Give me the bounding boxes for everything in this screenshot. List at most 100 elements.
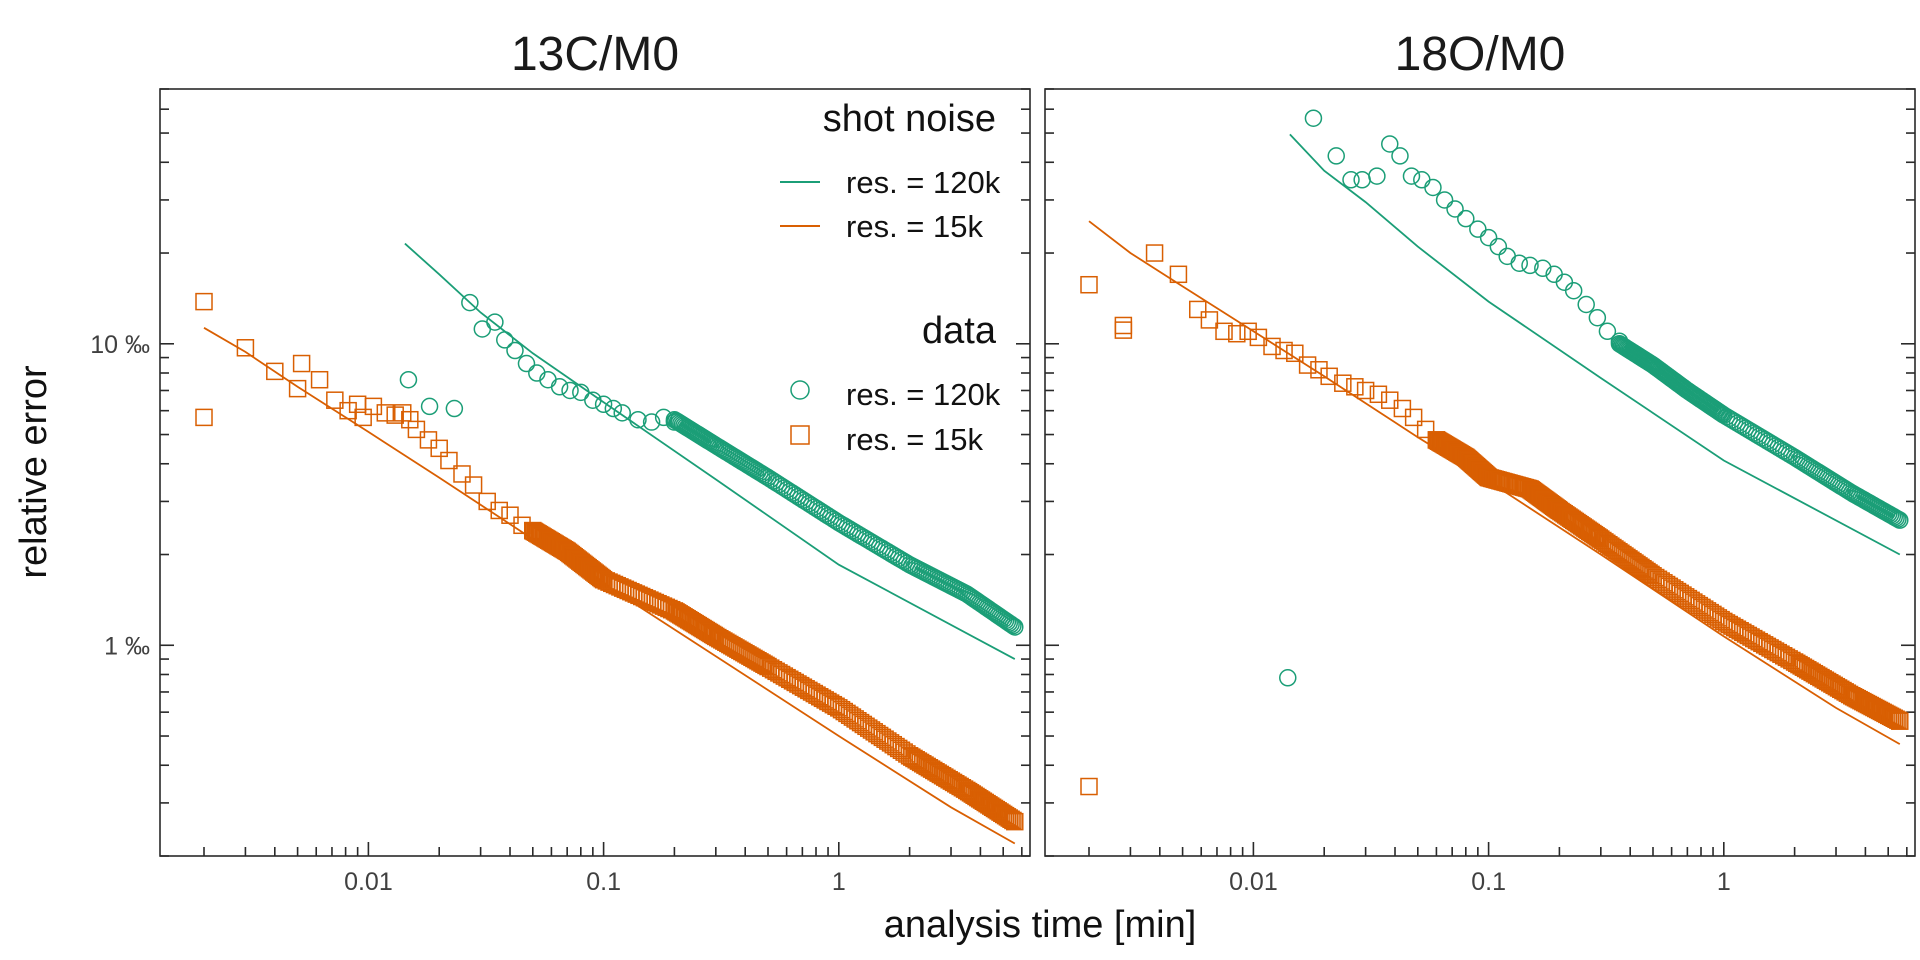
shot-noise-line bbox=[404, 242, 1016, 660]
data-point bbox=[1577, 295, 1595, 314]
y-tick-label: 1 ‰ bbox=[104, 632, 150, 660]
data-point bbox=[1381, 135, 1399, 153]
data-point bbox=[1002, 810, 1020, 828]
data-point bbox=[420, 397, 439, 416]
data-point bbox=[1342, 171, 1360, 189]
data-point bbox=[1885, 709, 1903, 728]
data-point bbox=[1002, 615, 1020, 634]
data-point bbox=[453, 465, 471, 483]
data-point bbox=[501, 506, 519, 524]
data-point bbox=[440, 451, 458, 470]
data-point bbox=[1478, 468, 1497, 486]
data-point bbox=[288, 379, 307, 398]
data-point bbox=[1320, 367, 1338, 386]
legend-label: res. = 120k bbox=[846, 165, 1001, 200]
data-point bbox=[838, 518, 856, 537]
legend-title: data bbox=[922, 310, 997, 352]
legend-circle-swatch bbox=[790, 380, 810, 400]
data-point bbox=[1004, 616, 1022, 635]
data-point bbox=[1391, 147, 1409, 165]
data-point bbox=[1564, 281, 1583, 300]
data-point bbox=[236, 339, 255, 357]
data-point bbox=[1263, 337, 1281, 356]
legend-square-swatch bbox=[790, 425, 810, 445]
data-point bbox=[1114, 321, 1133, 339]
data-point bbox=[876, 541, 894, 559]
data-point bbox=[835, 517, 853, 535]
data-point bbox=[1534, 259, 1552, 278]
data-point bbox=[1353, 171, 1371, 189]
data-point bbox=[1510, 254, 1529, 272]
data-point bbox=[1080, 275, 1098, 294]
y-tick-label: 10 ‰ bbox=[90, 331, 150, 359]
data-point bbox=[884, 546, 903, 564]
legend-group-2: data res. = 120k res. = 15k bbox=[790, 310, 1001, 457]
data-point bbox=[1000, 614, 1018, 632]
data-point bbox=[854, 528, 873, 546]
data-point bbox=[1275, 341, 1293, 360]
data-point bbox=[1286, 344, 1304, 363]
data-point bbox=[1457, 209, 1475, 228]
legend: shot noise res. = 120k res. = 15k data res. … bbox=[780, 98, 1001, 457]
data-point bbox=[506, 341, 524, 360]
data-point bbox=[266, 362, 284, 381]
data-point bbox=[604, 399, 623, 418]
data-point bbox=[376, 404, 395, 422]
data-point bbox=[517, 354, 536, 373]
shot-noise-line bbox=[1289, 133, 1901, 556]
legend-label: res. = 15k bbox=[846, 422, 983, 457]
data-point bbox=[1346, 378, 1364, 396]
data-point bbox=[1393, 399, 1412, 418]
data-point bbox=[1469, 220, 1487, 238]
data-point bbox=[1887, 710, 1905, 728]
data-point bbox=[851, 526, 870, 545]
data-point bbox=[1334, 374, 1352, 392]
data-point bbox=[464, 476, 483, 494]
data-point bbox=[1006, 618, 1024, 636]
data-point bbox=[1416, 420, 1435, 439]
data-point bbox=[326, 391, 344, 409]
series-square-15k bbox=[195, 292, 1024, 831]
data-point bbox=[1249, 328, 1268, 347]
data-point bbox=[1435, 191, 1454, 209]
data-point bbox=[843, 522, 862, 540]
data-point bbox=[394, 404, 412, 422]
data-point bbox=[1413, 171, 1431, 189]
data-point bbox=[1889, 711, 1907, 729]
data-point bbox=[1310, 361, 1328, 379]
data-point bbox=[1368, 167, 1386, 185]
legend-title: shot noise bbox=[823, 98, 996, 140]
plot-frame bbox=[1044, 88, 1916, 857]
data-point bbox=[1189, 300, 1207, 319]
data-point bbox=[593, 569, 611, 588]
data-point bbox=[1114, 316, 1133, 335]
data-point bbox=[870, 538, 889, 556]
y-axis-title: relative error bbox=[13, 365, 55, 579]
data-point bbox=[195, 292, 213, 311]
data-point bbox=[461, 293, 479, 312]
data-point bbox=[1369, 385, 1388, 404]
data-point bbox=[1404, 408, 1423, 427]
data-point bbox=[1004, 811, 1022, 830]
data-point bbox=[1891, 511, 1909, 529]
data-point bbox=[889, 549, 908, 568]
data-point bbox=[1304, 109, 1323, 127]
data-point bbox=[364, 397, 383, 416]
data-point bbox=[1489, 237, 1508, 256]
data-point bbox=[1327, 147, 1345, 165]
data-point bbox=[868, 536, 886, 555]
data-point bbox=[887, 547, 905, 566]
data-point bbox=[1498, 247, 1516, 266]
data-point bbox=[1889, 510, 1907, 528]
data-point bbox=[1000, 809, 1018, 827]
data-point bbox=[550, 378, 569, 396]
data-point bbox=[310, 370, 329, 389]
data-point bbox=[339, 401, 357, 420]
chart-panels: 13C/M0 0.01 0.1 1 1 ‰ 10 ‰ 18O/M0 0.01 0.1 1 bbox=[90, 28, 1916, 896]
data-point bbox=[1279, 669, 1297, 687]
data-point bbox=[354, 408, 372, 427]
data-point bbox=[1479, 228, 1498, 247]
data-point bbox=[401, 410, 419, 429]
legend-label: res. = 120k bbox=[846, 377, 1001, 412]
data-point bbox=[1588, 308, 1607, 327]
